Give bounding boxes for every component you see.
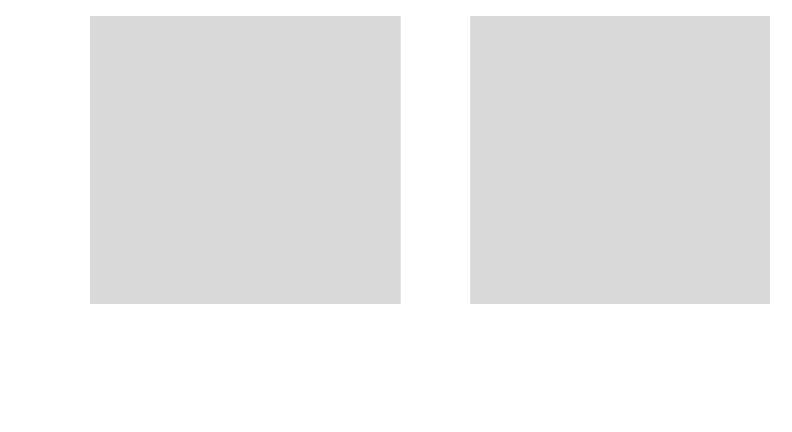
highlight-band [400, 16, 471, 304]
plot-area [90, 16, 770, 304]
